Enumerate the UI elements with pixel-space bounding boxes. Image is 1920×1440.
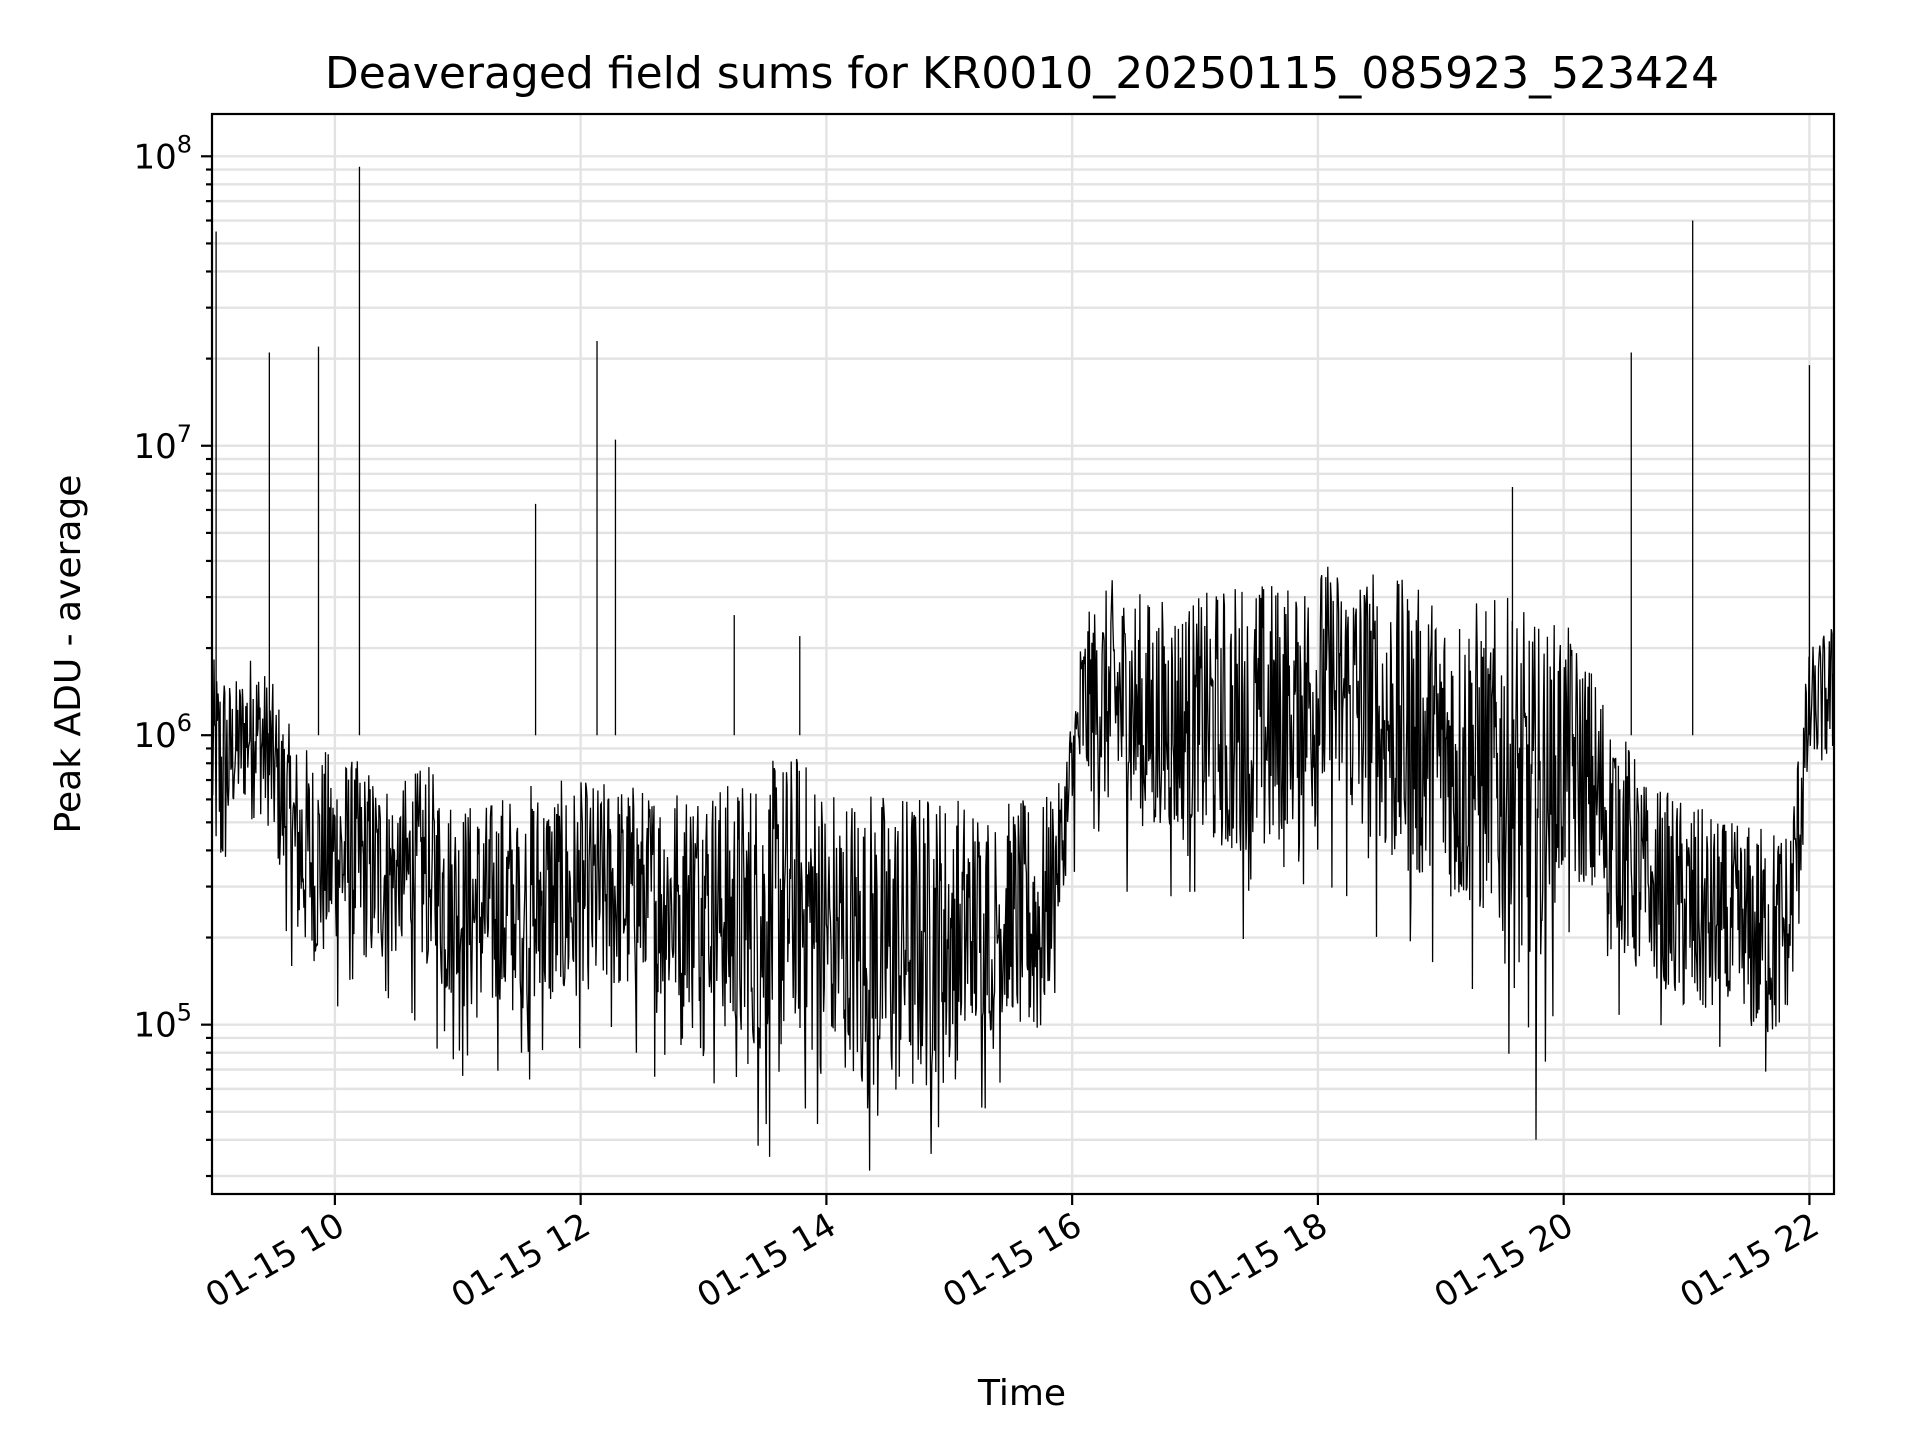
y-tick-base: 10 [133,716,176,756]
x-tick-label: 01-15 20 [1428,1205,1580,1316]
x-axis-label: Time [977,1373,1066,1414]
y-tick-exponent: 5 [177,999,192,1027]
y-tick-base: 10 [133,1006,176,1046]
x-tick-label: 01-15 12 [445,1205,597,1316]
chart-title: Deaveraged field sums for KR0010_2025011… [325,48,1719,99]
y-tick-label: 108 [133,130,192,177]
x-axis-ticks: 01-15 10 01-15 12 01-15 14 01-15 16 01-15 18… [199,1194,1826,1316]
y-axis-label: Peak ADU - average [48,475,89,834]
grid-lines [212,114,1834,1194]
series-line [211,566,1835,1171]
plot-frame [210,112,1836,1196]
y-tick-exponent: 8 [177,130,192,158]
y-tick-label: 106 [133,709,192,756]
y-tick-label: 105 [133,999,192,1046]
y-tick-base: 10 [133,137,176,177]
x-tick-label: 01-15 14 [691,1205,843,1316]
x-tick-label: 01-15 18 [1182,1205,1334,1316]
y-tick-label: 107 [133,420,192,467]
series-layer [211,166,1835,1171]
y-tick-exponent: 6 [177,709,192,737]
x-tick-label: 01-15 16 [936,1205,1088,1316]
x-tick-label: 01-15 22 [1674,1205,1826,1316]
x-tick-label: 01-15 10 [199,1205,351,1316]
y-tick-exponent: 7 [177,420,192,448]
y-tick-base: 10 [133,427,176,467]
